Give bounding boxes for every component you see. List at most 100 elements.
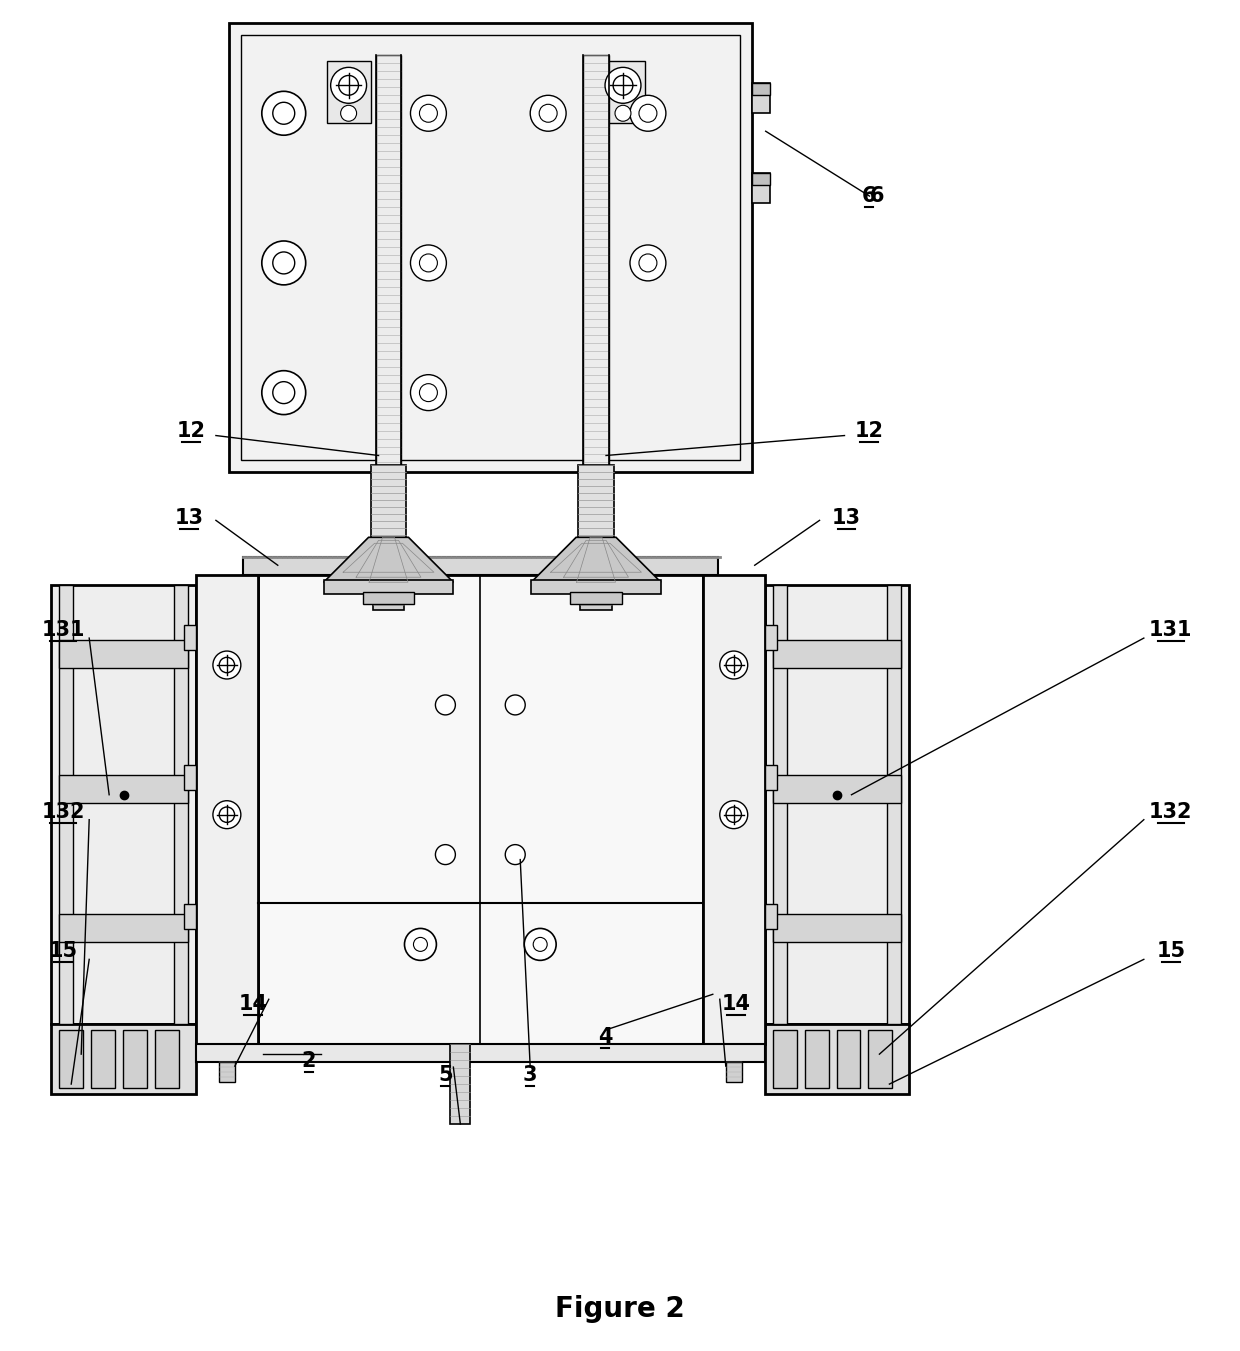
- Bar: [241, 35, 740, 461]
- Circle shape: [605, 68, 641, 103]
- Bar: [60, 1031, 83, 1088]
- Bar: [258, 576, 703, 1044]
- Bar: [583, 55, 609, 576]
- Bar: [725, 1062, 742, 1082]
- Text: 3: 3: [523, 1065, 537, 1085]
- Text: 132: 132: [1149, 801, 1193, 821]
- Bar: [773, 774, 901, 802]
- Circle shape: [727, 807, 742, 823]
- Text: 14: 14: [722, 994, 750, 1015]
- Bar: [751, 173, 770, 185]
- Circle shape: [419, 254, 438, 272]
- Text: 13: 13: [175, 508, 203, 528]
- Bar: [751, 84, 770, 96]
- Text: 131: 131: [1149, 620, 1193, 640]
- Bar: [751, 173, 770, 203]
- Bar: [229, 23, 751, 473]
- Bar: [196, 576, 258, 1044]
- Circle shape: [273, 103, 295, 124]
- Circle shape: [341, 105, 357, 122]
- Circle shape: [435, 694, 455, 715]
- Text: 6: 6: [869, 186, 884, 207]
- Text: 12: 12: [854, 420, 884, 440]
- Bar: [243, 557, 718, 576]
- Text: Figure 2: Figure 2: [556, 1294, 684, 1323]
- Bar: [219, 1062, 234, 1082]
- Bar: [805, 1031, 828, 1088]
- Text: 6: 6: [862, 186, 877, 207]
- Bar: [450, 1044, 470, 1124]
- Bar: [751, 84, 770, 113]
- Circle shape: [339, 76, 358, 95]
- Bar: [773, 585, 786, 1024]
- Text: 4: 4: [598, 1027, 613, 1047]
- Circle shape: [615, 105, 631, 122]
- Circle shape: [219, 807, 234, 823]
- Bar: [580, 576, 613, 611]
- Bar: [531, 580, 661, 594]
- Circle shape: [531, 96, 567, 131]
- Bar: [60, 915, 188, 943]
- Bar: [578, 466, 614, 557]
- Bar: [155, 1031, 179, 1088]
- Bar: [51, 585, 196, 1024]
- Circle shape: [331, 68, 367, 103]
- Circle shape: [719, 801, 748, 828]
- Text: 15: 15: [48, 942, 78, 962]
- Bar: [703, 576, 765, 1044]
- Text: 2: 2: [301, 1051, 316, 1071]
- Bar: [376, 55, 402, 576]
- Bar: [372, 576, 404, 611]
- Bar: [765, 904, 776, 929]
- Bar: [184, 904, 196, 929]
- Circle shape: [533, 938, 547, 951]
- Circle shape: [505, 694, 526, 715]
- Text: 14: 14: [238, 994, 268, 1015]
- Circle shape: [273, 251, 295, 274]
- Bar: [837, 1031, 861, 1088]
- Circle shape: [419, 384, 438, 401]
- Text: 12: 12: [176, 420, 206, 440]
- Circle shape: [404, 928, 436, 961]
- Text: 132: 132: [41, 801, 86, 821]
- Bar: [60, 774, 188, 802]
- Circle shape: [727, 658, 742, 673]
- Bar: [773, 915, 901, 943]
- Circle shape: [219, 658, 234, 673]
- Bar: [362, 592, 414, 604]
- Bar: [174, 585, 188, 1024]
- Bar: [868, 1031, 893, 1088]
- Circle shape: [413, 938, 428, 951]
- Circle shape: [719, 651, 748, 680]
- Circle shape: [273, 382, 295, 404]
- Circle shape: [262, 370, 306, 415]
- Circle shape: [630, 245, 666, 281]
- Text: 15: 15: [1156, 942, 1185, 962]
- Bar: [765, 1024, 909, 1094]
- Circle shape: [419, 104, 438, 122]
- Circle shape: [213, 801, 241, 828]
- Bar: [601, 61, 645, 123]
- Circle shape: [639, 254, 657, 272]
- Circle shape: [630, 96, 666, 131]
- Bar: [371, 466, 407, 557]
- Circle shape: [539, 104, 557, 122]
- Bar: [123, 1031, 148, 1088]
- Circle shape: [505, 844, 526, 865]
- Bar: [888, 585, 901, 1024]
- Circle shape: [213, 651, 241, 680]
- Bar: [184, 626, 196, 650]
- Text: 131: 131: [41, 620, 86, 640]
- Bar: [196, 1044, 765, 1062]
- Bar: [765, 626, 776, 650]
- Circle shape: [410, 96, 446, 131]
- Bar: [51, 1024, 196, 1094]
- Circle shape: [435, 844, 455, 865]
- Circle shape: [639, 104, 657, 122]
- Circle shape: [262, 92, 306, 135]
- Bar: [326, 61, 371, 123]
- Bar: [773, 640, 901, 667]
- Bar: [765, 765, 776, 790]
- Bar: [570, 592, 622, 604]
- Bar: [184, 765, 196, 790]
